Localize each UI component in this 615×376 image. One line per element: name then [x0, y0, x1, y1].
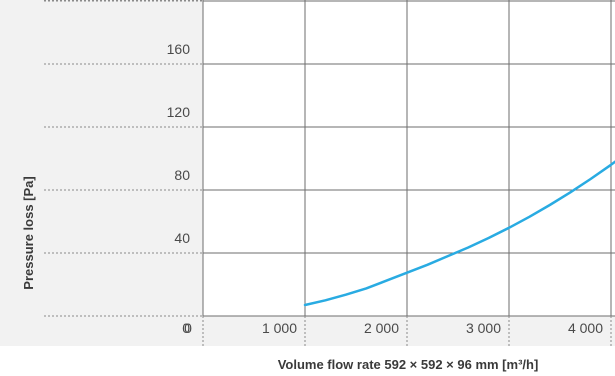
x-axis-title: Volume flow rate 592 × 592 × 96 mm [m³/h… — [278, 357, 539, 372]
x-tick-label: 4 000 — [568, 320, 603, 336]
y-tick-label: 120 — [167, 104, 191, 120]
x-tick-label: 1 000 — [262, 320, 297, 336]
series-line — [303, 160, 615, 307]
x-tick-label: 3 000 — [466, 320, 501, 336]
x-tick-label: 0 — [184, 320, 192, 336]
y-tick-label: 40 — [174, 230, 190, 246]
x-tick-label: 2 000 — [364, 320, 399, 336]
y-tick-label: 80 — [174, 167, 190, 183]
y-tick-label: 160 — [167, 41, 191, 57]
y-axis-title: Pressure loss [Pa] — [21, 176, 36, 289]
y-tick-label-zero: 0 — [182, 320, 190, 336]
plot-area — [203, 0, 615, 316]
